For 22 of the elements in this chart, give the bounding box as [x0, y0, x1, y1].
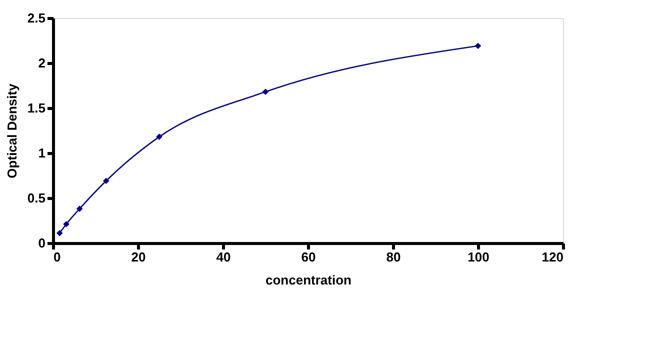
- x-tick-label: 100: [468, 250, 490, 264]
- y-tick-label: 0.5: [27, 190, 46, 206]
- point: [262, 88, 269, 95]
- point: [156, 134, 162, 140]
- y-tick-label: 0: [38, 236, 46, 250]
- x-axis-title: concentration: [266, 272, 352, 288]
- y-tick-label: 2.5: [27, 10, 46, 26]
- point: [474, 42, 482, 50]
- y-tick-label: 1: [38, 146, 46, 160]
- point: [56, 230, 63, 236]
- point: [63, 220, 70, 228]
- x-tick-label: 20: [131, 250, 146, 264]
- point: [102, 178, 110, 184]
- y-tick-label: 2: [38, 56, 46, 70]
- x-tick-label: 80: [386, 250, 401, 264]
- point: [76, 206, 83, 212]
- y-tick-label: 1.5: [27, 100, 46, 116]
- x-tick-label: 40: [216, 250, 231, 264]
- x-tick-label: 0: [54, 250, 61, 264]
- x-tick-label: 60: [301, 250, 316, 264]
- x-tick-label: 120: [542, 250, 564, 264]
- y-axis-title: Optical Density: [4, 82, 20, 178]
